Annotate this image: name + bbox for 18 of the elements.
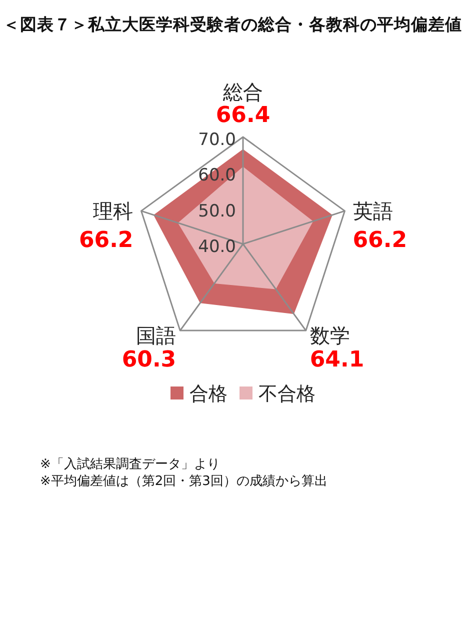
data-label: 66.2 [352, 228, 408, 253]
spoke-label: 総合 [222, 80, 263, 104]
data-label: 60.3 [122, 348, 176, 373]
text: ※平均偏差値は（第2回・第3回）の成績から算出 [40, 473, 328, 490]
text: ※「入試結果調査データ」より [40, 456, 221, 473]
legend-label: 不合格 [258, 383, 316, 405]
data-label: 66.2 [78, 228, 134, 253]
y-tick-label: 70.0 [198, 130, 236, 150]
data-label: 64.1 [310, 348, 364, 373]
spoke-label: 数学 [310, 324, 350, 348]
legend-label: 合格 [190, 383, 228, 405]
y-tick-label: 50.0 [198, 201, 236, 222]
y-tick-label: 40.0 [198, 237, 236, 257]
spoke-label: 国語 [136, 324, 176, 348]
spoke-label: 英語 [352, 198, 393, 223]
spoke-label: 理科 [93, 198, 134, 223]
chart-title: ＜図表７＞私立大医学科受験者の総合・各教科の平均偏差値 [2, 14, 463, 36]
data-label: 66.4 [216, 103, 270, 128]
